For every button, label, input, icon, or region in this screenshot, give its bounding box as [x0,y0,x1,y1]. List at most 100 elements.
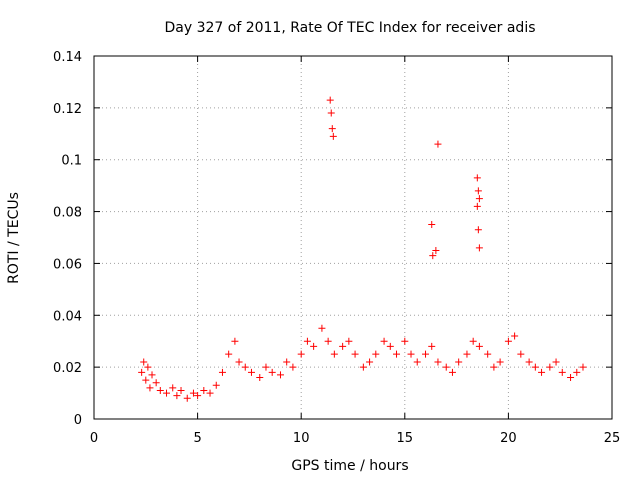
y-tick-label: 0.12 [53,102,82,117]
data-point [525,358,533,366]
data-point [303,337,311,345]
data-point [474,187,482,195]
data-point [448,368,456,376]
chart-title: Day 327 of 2011, Rate Of TEC Index for r… [164,20,535,36]
y-tick-label: 0.14 [53,50,82,65]
data-point [146,384,154,392]
data-point [328,125,336,133]
data-point [463,350,471,358]
data-point [225,350,233,358]
data-point [496,358,504,366]
x-axis-label: GPS time / hours [291,458,408,474]
data-point [473,202,481,210]
data-point [140,358,148,366]
data-point [538,368,546,376]
data-point [339,342,347,350]
x-axis: 0 5 10 15 20 25 [90,56,620,446]
data-point [144,363,152,371]
data-point [366,358,374,366]
data-point [200,386,208,394]
plot-frame [93,55,613,420]
x-tick-label: 10 [293,431,310,446]
data-point [206,389,214,397]
data-point [428,221,436,229]
data-point [469,337,477,345]
data-point [579,363,587,371]
data-point [484,350,492,358]
data-point [163,389,171,397]
data-point [235,358,243,366]
data-point [324,337,332,345]
data-points [138,96,587,402]
data-point [455,358,463,366]
y-tick-label: 0.08 [53,206,82,221]
data-point [212,381,220,389]
data-point [247,368,255,376]
data-point [552,358,560,366]
data-point [475,195,483,203]
data-point [473,174,481,182]
data-point [326,96,334,104]
data-point [142,376,150,384]
data-point [310,342,318,350]
data-point [432,246,440,254]
data-point [289,363,297,371]
data-point [428,342,436,350]
y-axis: 0 0.02 0.04 0.06 0.08 0.1 0.12 0.14 [53,50,612,428]
y-tick-label: 0.1 [61,154,82,169]
data-point [189,389,197,397]
data-point [327,109,335,117]
data-point [283,358,291,366]
data-point [393,350,401,358]
y-axis-label: ROTI / TECUs [6,192,22,284]
data-point [359,363,367,371]
data-point [517,350,525,358]
data-point [442,363,450,371]
x-tick-label: 0 [90,431,98,446]
x-tick-label: 20 [500,431,517,446]
data-point [434,140,442,148]
data-point [474,226,482,234]
data-point [262,363,270,371]
data-point [297,350,305,358]
data-point [490,363,498,371]
data-point [194,392,202,400]
y-tick-label: 0.06 [53,257,82,272]
data-point [380,337,388,345]
data-point [169,384,177,392]
data-point [329,132,337,140]
data-point [372,350,380,358]
data-point [183,394,191,402]
data-point [558,368,566,376]
data-point [351,350,359,358]
x-tick-label: 25 [604,431,621,446]
y-tick-label: 0 [74,413,82,428]
data-point [573,368,581,376]
data-point [276,371,284,379]
data-point [531,363,539,371]
data-point [567,374,575,382]
data-point [177,386,185,394]
data-point [422,350,430,358]
data-point [407,350,415,358]
data-point [173,392,181,400]
data-point [156,386,164,394]
data-point [429,252,437,260]
data-point [413,358,421,366]
data-point [546,363,554,371]
y-tick-label: 0.04 [53,309,82,324]
data-point [345,337,353,345]
data-point [148,371,156,379]
data-point [504,337,512,345]
data-point [241,363,249,371]
data-point [475,244,483,252]
x-tick-label: 15 [397,431,414,446]
data-point [511,332,519,340]
data-point [401,337,409,345]
data-point [231,337,239,345]
grid [94,56,612,419]
data-point [330,350,338,358]
data-point [434,358,442,366]
y-tick-label: 0.02 [53,361,82,376]
